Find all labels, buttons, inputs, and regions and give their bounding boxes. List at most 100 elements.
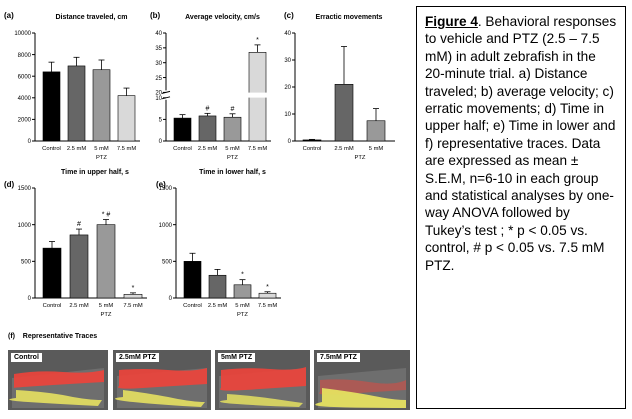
chart-title-b: Average velocity, cm/s <box>185 14 260 21</box>
y-tick-label-c-2: 20 <box>284 85 291 91</box>
bar-a-1 <box>67 65 86 142</box>
trace-ptz-5-label: 5mM PTZ <box>218 353 256 362</box>
y-tick-label-d-3: 1500 <box>18 186 32 192</box>
group-label-c: PTZ <box>355 155 366 161</box>
bar-c-1 <box>334 84 354 142</box>
chart-title-d: Time in upper half, s <box>61 169 129 176</box>
category-label-d-1: 2.5 mM <box>69 303 88 309</box>
significance-e-3: * <box>266 284 269 291</box>
y-tick-label-b-6: 35 <box>155 46 162 52</box>
category-label-e-0: Control <box>183 303 202 309</box>
category-label-d-3: 7.5 mM <box>123 303 142 309</box>
significance-b-1: # <box>206 105 210 112</box>
y-tick-label-b-7: 40 <box>155 31 162 37</box>
category-label-c-1: 2.5 mM <box>334 146 353 152</box>
y-tick-label-b-4: 25 <box>155 76 162 82</box>
panel-letter-d: (d) <box>4 180 15 189</box>
y-tick-label-a-3: 6000 <box>18 74 32 80</box>
category-label-c-0: Control <box>303 146 322 152</box>
category-label-a-0: Control <box>42 146 61 152</box>
category-label-e-1: 2.5 mM <box>208 303 227 309</box>
significance-e-2: * <box>241 272 244 279</box>
traces-title-text: Representative Traces <box>22 333 98 340</box>
bar-a-3 <box>117 95 136 142</box>
y-tick-label-a-4: 8000 <box>18 53 32 59</box>
trace-ptz-7-5-label: 7.5mM PTZ <box>317 353 360 362</box>
category-label-b-0: Control <box>173 146 192 152</box>
bar-d-2 <box>96 224 116 299</box>
category-label-a-3: 7.5 mM <box>117 146 136 152</box>
panel-letter-b: (b) <box>150 11 161 20</box>
y-tick-label-c-3: 30 <box>284 58 291 64</box>
trace-ptz-2-5: 2.5mM PTZ <box>113 350 211 410</box>
category-label-d-2: 5 mM <box>99 303 114 309</box>
y-tick-label-b-5: 30 <box>155 61 162 67</box>
trace-control-label: Control <box>11 353 42 362</box>
y-tick-label-d-1: 500 <box>21 260 32 266</box>
significance-b-3: * <box>256 37 259 44</box>
y-tick-label-e-1: 500 <box>162 260 173 266</box>
bar-e-1 <box>208 274 227 299</box>
bar-a-0 <box>42 71 61 142</box>
bar-e-3 <box>258 292 277 299</box>
chart-title-c: Erractic movements <box>316 14 383 21</box>
group-label-d: PTZ <box>101 312 112 318</box>
caption-label: Figure 4 <box>425 14 478 29</box>
trace-ptz-5: 5mM PTZ <box>215 350 310 410</box>
y-tick-label-c-1: 10 <box>284 112 291 118</box>
panel-letter-c: (c) <box>284 11 294 20</box>
y-tick-label-b-3: 20 <box>155 91 162 97</box>
significance-d-3: * <box>132 285 135 292</box>
significance-d-2: * # <box>102 212 111 219</box>
group-label-e: PTZ <box>237 312 248 318</box>
trace-control: Control <box>8 350 108 410</box>
panel-letter-e: (e) <box>156 180 166 189</box>
bar-c-0 <box>302 139 322 142</box>
y-tick-label-e-2: 1000 <box>159 223 173 229</box>
trace-ptz-7-5-image <box>314 350 410 410</box>
category-label-a-2: 5 mM <box>94 146 109 152</box>
category-label-e-2: 5 mM <box>235 303 250 309</box>
y-tick-label-d-2: 1000 <box>18 223 32 229</box>
traces-title: (f) Representative Traces <box>8 333 97 340</box>
bar-d-0 <box>42 247 62 299</box>
y-tick-label-c-4: 40 <box>284 31 291 37</box>
bar-c-2 <box>366 120 386 142</box>
group-label-b: PTZ <box>227 155 238 161</box>
y-tick-label-e-3: 1500 <box>159 186 173 192</box>
trace-ptz-2-5-image <box>113 350 211 410</box>
bar-a-2 <box>92 69 111 142</box>
trace-ptz-2-5-label: 2.5mM PTZ <box>116 353 159 362</box>
bar-b-1 <box>198 115 217 142</box>
significance-b-2: # <box>231 106 235 113</box>
chart-title-a: Distance traveled, cm <box>56 14 128 21</box>
y-tick-label-b-0: 0 <box>159 139 163 145</box>
y-tick-label-b-1: 5 <box>159 118 163 124</box>
y-tick-label-c-0: 0 <box>288 139 292 145</box>
category-label-c-2: 5 mM <box>369 146 384 152</box>
bar-b-0 <box>173 117 192 142</box>
panel-letter-a: (a) <box>4 11 14 20</box>
category-label-b-3: 7.5 mM <box>248 146 267 152</box>
y-tick-label-a-1: 2000 <box>18 118 32 124</box>
category-label-e-3: 7.5 mM <box>258 303 277 309</box>
category-label-b-1: 2.5 mM <box>198 146 217 152</box>
trace-ptz-7-5: 7.5mM PTZ <box>314 350 410 410</box>
y-tick-label-a-5: 10000 <box>14 31 31 37</box>
y-tick-label-a-0: 0 <box>28 139 32 145</box>
figure-caption: Figure 4. Behavioral responses to vehicl… <box>416 6 626 409</box>
y-tick-label-b-2: 10 <box>155 96 162 102</box>
significance-d-1: # <box>77 221 81 228</box>
bar-b-2 <box>223 116 242 142</box>
bar-d-3 <box>123 294 143 299</box>
chart-title-e: Time in lower half, s <box>199 169 266 176</box>
caption-text: . Behavioral responses to vehicle and PT… <box>425 14 617 273</box>
category-label-b-2: 5 mM <box>225 146 240 152</box>
bar-break-b-3 <box>248 92 267 98</box>
bar-e-0 <box>183 261 202 299</box>
category-label-a-1: 2.5 mM <box>67 146 86 152</box>
traces-panel-letter: (f) <box>8 333 15 340</box>
category-label-d-0: Control <box>43 303 62 309</box>
group-label-a: PTZ <box>96 155 107 161</box>
